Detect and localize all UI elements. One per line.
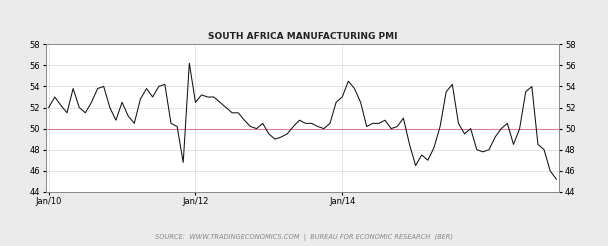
Title: SOUTH AFRICA MANUFACTURING PMI: SOUTH AFRICA MANUFACTURING PMI	[208, 32, 397, 41]
Text: SOURCE:  WWW.TRADINGECONOMICS.COM  |  BUREAU FOR ECONOMIC RESEARCH  (BER): SOURCE: WWW.TRADINGECONOMICS.COM | BUREA…	[155, 234, 453, 241]
